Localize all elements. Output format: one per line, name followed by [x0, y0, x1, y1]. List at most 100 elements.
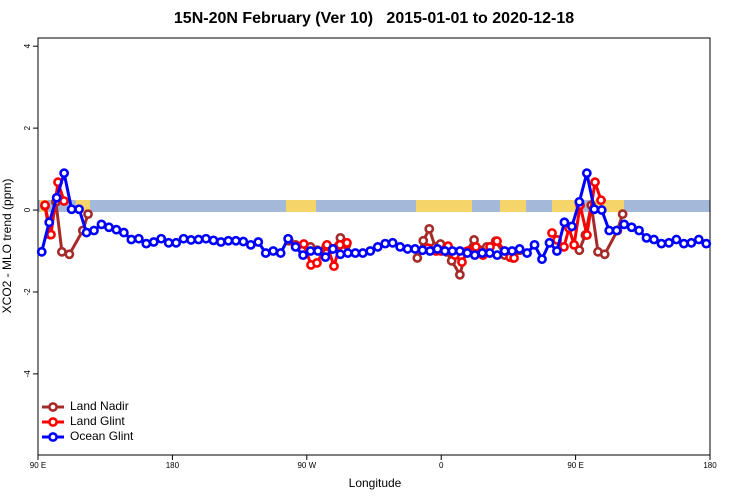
- land-band: [286, 200, 316, 212]
- x-tick-label: 180: [703, 461, 717, 470]
- legend-marker: [48, 402, 58, 412]
- point: [111, 224, 122, 235]
- point: [664, 237, 674, 248]
- point: [365, 246, 376, 256]
- point: [634, 225, 644, 236]
- point: [245, 239, 256, 250]
- x-axis-label: Longitude: [349, 476, 402, 490]
- point: [417, 245, 428, 256]
- y-axis-label: XCO2 - MLO trend (ppm): [0, 179, 14, 314]
- point: [193, 234, 204, 245]
- point: [320, 252, 331, 263]
- point: [216, 237, 226, 247]
- point: [350, 248, 361, 258]
- point: [328, 244, 338, 254]
- point: [329, 261, 339, 272]
- point: [283, 233, 294, 244]
- map-band: [38, 200, 710, 212]
- point: [471, 242, 481, 252]
- point: [569, 239, 580, 250]
- point: [260, 248, 271, 258]
- point: [342, 248, 353, 258]
- point: [671, 234, 682, 245]
- point: [641, 232, 652, 243]
- point: [693, 234, 704, 245]
- point: [477, 248, 488, 258]
- point: [74, 204, 84, 215]
- point: [619, 219, 630, 230]
- point: [544, 237, 555, 248]
- point: [83, 209, 93, 220]
- point: [454, 269, 465, 280]
- point: [118, 227, 129, 238]
- ocean-band: [38, 200, 710, 212]
- point: [357, 248, 368, 258]
- point: [126, 234, 137, 245]
- point: [537, 254, 547, 265]
- x-tick-label: 90 E: [30, 461, 46, 470]
- point: [566, 221, 577, 232]
- y-tick-label: 2: [23, 125, 32, 130]
- point: [484, 248, 495, 258]
- legend-marker: [48, 417, 58, 427]
- point: [141, 238, 152, 249]
- point: [611, 225, 622, 236]
- point: [617, 209, 628, 220]
- point: [238, 236, 249, 247]
- land-band: [552, 200, 578, 212]
- y-tick-label: 0: [23, 207, 32, 212]
- point: [66, 204, 77, 215]
- point: [499, 246, 510, 256]
- point: [425, 246, 435, 256]
- point: [96, 219, 107, 230]
- point: [596, 205, 607, 215]
- point: [312, 257, 322, 268]
- point: [395, 242, 406, 252]
- legend-label: Ocean Glint: [70, 429, 134, 443]
- point: [522, 248, 532, 258]
- point: [313, 246, 323, 256]
- point: [402, 244, 413, 254]
- point: [507, 246, 518, 256]
- point: [387, 237, 398, 248]
- point: [56, 246, 67, 257]
- point: [547, 228, 557, 238]
- point: [148, 237, 159, 247]
- land-band: [500, 200, 526, 212]
- point: [186, 235, 196, 245]
- point: [81, 227, 92, 238]
- point: [290, 242, 301, 252]
- point: [208, 235, 219, 246]
- point: [626, 222, 637, 233]
- point: [514, 244, 525, 254]
- point: [686, 237, 697, 248]
- point: [171, 237, 182, 248]
- point: [582, 230, 592, 240]
- legend-marker: [48, 432, 58, 442]
- point: [656, 238, 667, 249]
- point: [305, 246, 316, 256]
- point: [574, 196, 585, 207]
- point: [335, 249, 346, 260]
- point: [64, 249, 75, 260]
- point: [89, 225, 99, 236]
- point: [559, 217, 570, 228]
- point: [454, 246, 465, 256]
- point: [298, 250, 308, 261]
- point: [412, 253, 423, 263]
- y-tick-label: -2: [23, 288, 32, 296]
- land-band: [416, 200, 472, 212]
- point: [492, 250, 503, 261]
- legend-label: Land Glint: [70, 414, 125, 428]
- point: [418, 235, 429, 246]
- point: [492, 236, 502, 247]
- point: [574, 245, 585, 256]
- point: [432, 244, 443, 254]
- x-tick-label: 90 E: [567, 461, 583, 470]
- point: [581, 168, 592, 179]
- point: [201, 233, 211, 244]
- x-tick-label: 0: [439, 461, 444, 470]
- point: [59, 168, 70, 179]
- point: [230, 235, 241, 246]
